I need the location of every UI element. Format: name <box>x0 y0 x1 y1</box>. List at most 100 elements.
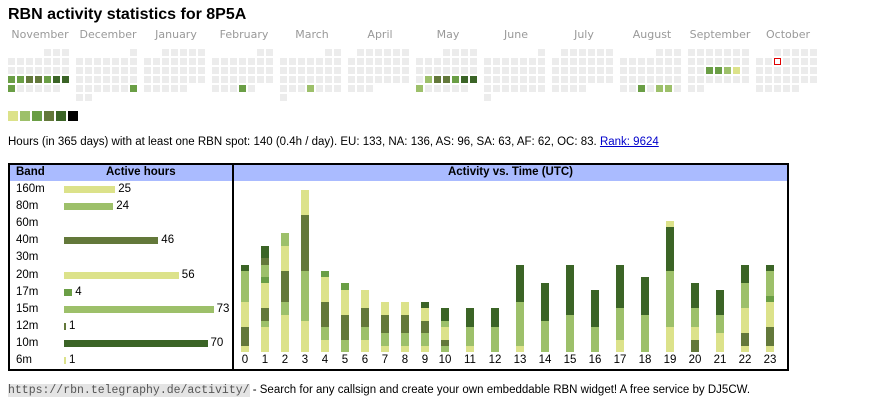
calendar-day[interactable] <box>810 58 817 65</box>
calendar-day[interactable] <box>425 85 432 92</box>
calendar-day[interactable] <box>103 58 110 65</box>
calendar-day[interactable] <box>647 67 654 74</box>
calendar-day[interactable] <box>230 58 237 65</box>
calendar-day[interactable] <box>588 58 595 65</box>
calendar-day[interactable] <box>511 76 518 83</box>
calendar-day[interactable] <box>266 76 273 83</box>
calendar-day[interactable] <box>561 49 568 56</box>
calendar-day[interactable] <box>316 58 323 65</box>
calendar-day[interactable] <box>76 67 83 74</box>
calendar-day[interactable] <box>638 85 645 92</box>
calendar-day[interactable] <box>656 85 663 92</box>
calendar-day[interactable] <box>665 76 672 83</box>
calendar-day[interactable] <box>316 76 323 83</box>
calendar-day[interactable] <box>248 85 255 92</box>
calendar-day[interactable] <box>579 49 586 56</box>
calendar-day[interactable] <box>756 58 763 65</box>
calendar-day[interactable] <box>742 67 749 74</box>
calendar-day[interactable] <box>493 58 500 65</box>
calendar-day[interactable] <box>774 49 781 56</box>
rank-link[interactable]: Rank: 9624 <box>599 136 659 148</box>
calendar-day[interactable] <box>715 58 722 65</box>
calendar-day[interactable] <box>742 58 749 65</box>
calendar-day[interactable] <box>162 76 169 83</box>
calendar-day[interactable] <box>706 76 713 83</box>
calendar-day[interactable] <box>647 58 654 65</box>
calendar-day[interactable] <box>783 58 790 65</box>
calendar-day[interactable] <box>366 85 373 92</box>
calendar-day[interactable] <box>402 67 409 74</box>
calendar-day[interactable] <box>26 67 33 74</box>
calendar-day[interactable] <box>144 67 151 74</box>
calendar-day[interactable] <box>212 58 219 65</box>
calendar-day[interactable] <box>112 58 119 65</box>
calendar-day[interactable] <box>307 67 314 74</box>
calendar-day[interactable] <box>189 58 196 65</box>
calendar-day[interactable] <box>162 49 169 56</box>
calendar-day[interactable] <box>153 85 160 92</box>
calendar-day[interactable] <box>348 67 355 74</box>
calendar-day[interactable] <box>656 49 663 56</box>
calendar-day[interactable] <box>724 49 731 56</box>
calendar-day[interactable] <box>810 76 817 83</box>
calendar-day[interactable] <box>674 67 681 74</box>
calendar-day[interactable] <box>606 49 613 56</box>
calendar-day[interactable] <box>348 58 355 65</box>
calendar-day[interactable] <box>144 85 151 92</box>
calendar-day[interactable] <box>348 76 355 83</box>
calendar-day[interactable] <box>130 67 137 74</box>
calendar-day[interactable] <box>334 76 341 83</box>
calendar-day[interactable] <box>17 67 24 74</box>
calendar-day[interactable] <box>724 67 731 74</box>
calendar-day[interactable] <box>257 49 264 56</box>
calendar-day[interactable] <box>665 67 672 74</box>
calendar-day[interactable] <box>44 67 51 74</box>
calendar-day[interactable] <box>17 76 24 83</box>
calendar-day[interactable] <box>130 49 137 56</box>
calendar-day[interactable] <box>570 58 577 65</box>
calendar-day[interactable] <box>416 58 423 65</box>
calendar-day[interactable] <box>162 85 169 92</box>
calendar-day[interactable] <box>130 85 137 92</box>
calendar-day[interactable] <box>443 85 450 92</box>
calendar-day[interactable] <box>375 67 382 74</box>
calendar-day[interactable] <box>620 85 627 92</box>
calendar-day[interactable] <box>443 58 450 65</box>
calendar-day[interactable] <box>443 76 450 83</box>
calendar-day[interactable] <box>570 49 577 56</box>
calendar-day[interactable] <box>62 58 69 65</box>
calendar-day[interactable] <box>44 85 51 92</box>
calendar-day[interactable] <box>697 67 704 74</box>
calendar-day[interactable] <box>656 58 663 65</box>
calendar-day[interactable] <box>724 76 731 83</box>
calendar-day[interactable] <box>289 76 296 83</box>
calendar-day[interactable] <box>493 76 500 83</box>
calendar-day[interactable] <box>334 58 341 65</box>
calendar-day[interactable] <box>588 67 595 74</box>
calendar-day[interactable] <box>620 58 627 65</box>
calendar-day[interactable] <box>579 58 586 65</box>
calendar-day[interactable] <box>280 76 287 83</box>
calendar-day[interactable] <box>180 67 187 74</box>
footer-url[interactable]: https://rbn.telegraphy.de/activity/ <box>8 384 250 397</box>
calendar-day[interactable] <box>334 85 341 92</box>
calendar-day[interactable] <box>674 85 681 92</box>
calendar-day[interactable] <box>384 67 391 74</box>
calendar-day[interactable] <box>221 67 228 74</box>
calendar-day[interactable] <box>629 85 636 92</box>
calendar-day[interactable] <box>289 67 296 74</box>
calendar-day[interactable] <box>112 67 119 74</box>
calendar-day[interactable] <box>230 85 237 92</box>
calendar-day[interactable] <box>230 76 237 83</box>
calendar-day[interactable] <box>325 76 332 83</box>
calendar-day[interactable] <box>357 76 364 83</box>
calendar-day[interactable] <box>638 58 645 65</box>
calendar-day[interactable] <box>17 85 24 92</box>
calendar-day[interactable] <box>774 85 781 92</box>
calendar-day[interactable] <box>461 76 468 83</box>
calendar-day[interactable] <box>538 58 545 65</box>
calendar-day[interactable] <box>171 76 178 83</box>
calendar-day[interactable] <box>588 49 595 56</box>
calendar-day[interactable] <box>629 76 636 83</box>
calendar-day[interactable] <box>416 85 423 92</box>
